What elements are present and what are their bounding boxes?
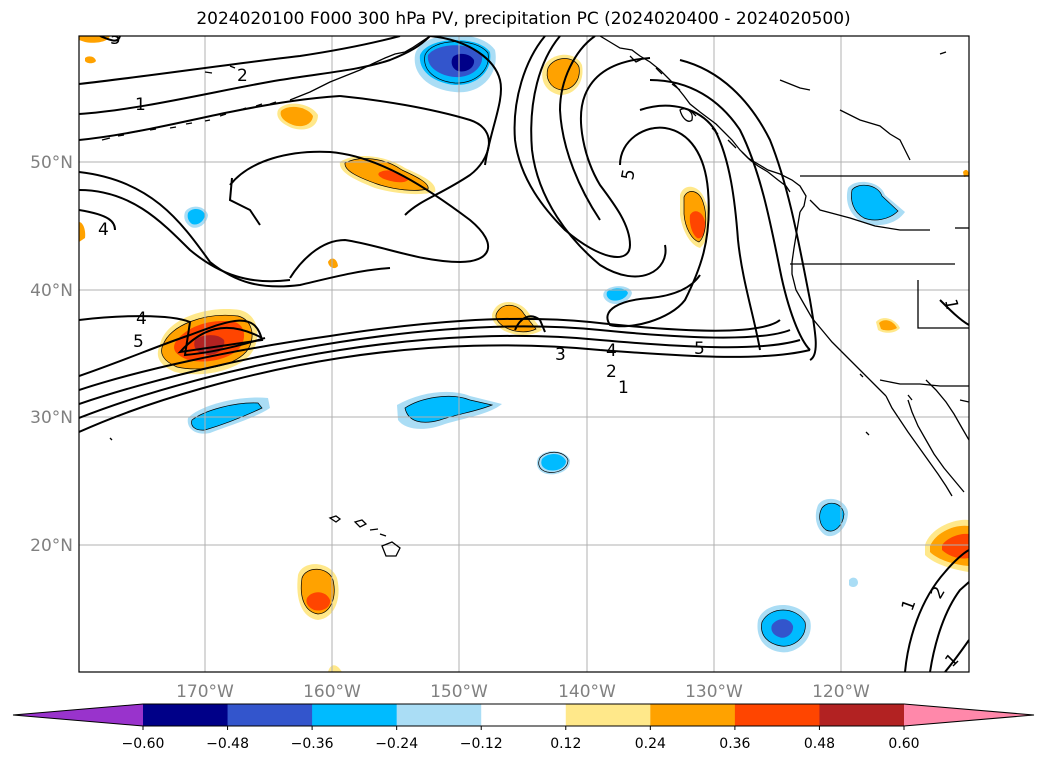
lat-label-20n: 20°N: [30, 536, 73, 556]
lon-label-150w: 150°W: [430, 682, 488, 702]
colorbar-segment: [481, 704, 567, 726]
contour-label: 4: [98, 220, 109, 240]
colorbar-tick-label: −0.60: [122, 736, 165, 752]
graticule: [79, 36, 969, 672]
colorbar-tick-label: 0.60: [888, 736, 919, 752]
contour-label: 1: [135, 95, 146, 115]
longitude-axis: 170°W 160°W 150°W 140°W 130°W 120°W: [176, 682, 870, 702]
colorbar-tick-label: −0.24: [375, 736, 418, 752]
colorbar-extend-high: [904, 704, 1034, 726]
coastlines: [101, 36, 969, 557]
contour-label: 2: [606, 362, 617, 382]
colorbar-tick-label: 0.12: [550, 736, 581, 752]
contour-label: 5: [133, 332, 144, 352]
contour-label: 5: [110, 29, 121, 49]
plot-area: 5 2 1 4 5 4 5 3 4 5 2 1 1 1 2 1: [79, 29, 969, 672]
colorbar-extend-low: [13, 704, 143, 726]
colorbar-segment: [143, 704, 229, 726]
map-frame: [78, 35, 970, 673]
precipitation-shading: [79, 36, 969, 672]
contour-label: 4: [606, 341, 617, 361]
lon-label-130w: 130°W: [685, 682, 743, 702]
lon-label-140w: 140°W: [558, 682, 616, 702]
contour-label: 1: [898, 597, 920, 614]
negative-anomaly-gulf-alaska: [414, 36, 496, 93]
shading-outlines: [161, 41, 899, 647]
lat-label-30n: 30°N: [30, 408, 73, 428]
contour-label: 3: [555, 345, 566, 365]
lat-label-40n: 40°N: [30, 281, 73, 301]
colorbar-tick-label: 0.36: [719, 736, 750, 752]
colorbar-tick-label: 0.24: [635, 736, 666, 752]
latitude-axis: 50°N 40°N 30°N 20°N: [30, 153, 73, 556]
pv-contours: [79, 36, 969, 672]
contour-label: 2: [927, 583, 950, 602]
colorbar-segment: [396, 704, 482, 726]
colorbar-segment: [819, 704, 905, 726]
lat-label-50n: 50°N: [30, 153, 73, 173]
colorbar: −0.60 −0.48 −0.36 −0.24 −0.12 0.12 0.24 0.36 0.4…: [12, 703, 1035, 752]
colorbar-segment: [565, 704, 651, 726]
map-title: 2024020100 F000 300 hPa PV, precipitatio…: [196, 9, 851, 29]
contour-label: 1: [618, 378, 629, 398]
contour-label: 2: [237, 66, 248, 86]
colorbar-tick-label: −0.12: [460, 736, 503, 752]
colorbar-tick-label: −0.48: [206, 736, 249, 752]
lon-label-160w: 160°W: [303, 682, 361, 702]
colorbar-segment: [734, 704, 820, 726]
contour-label: 5: [694, 339, 705, 359]
lon-label-120w: 120°W: [812, 682, 870, 702]
colorbar-tick-label: 0.48: [804, 736, 835, 752]
colorbar-segment: [312, 704, 398, 726]
lon-label-170w: 170°W: [176, 682, 234, 702]
colorbar-segment: [650, 704, 736, 726]
contour-label: 5: [618, 168, 640, 182]
contour-label: 4: [136, 309, 147, 329]
colorbar-segment: [227, 704, 313, 726]
contour-label: 1: [940, 297, 962, 311]
colorbar-tick-label: −0.36: [291, 736, 334, 752]
